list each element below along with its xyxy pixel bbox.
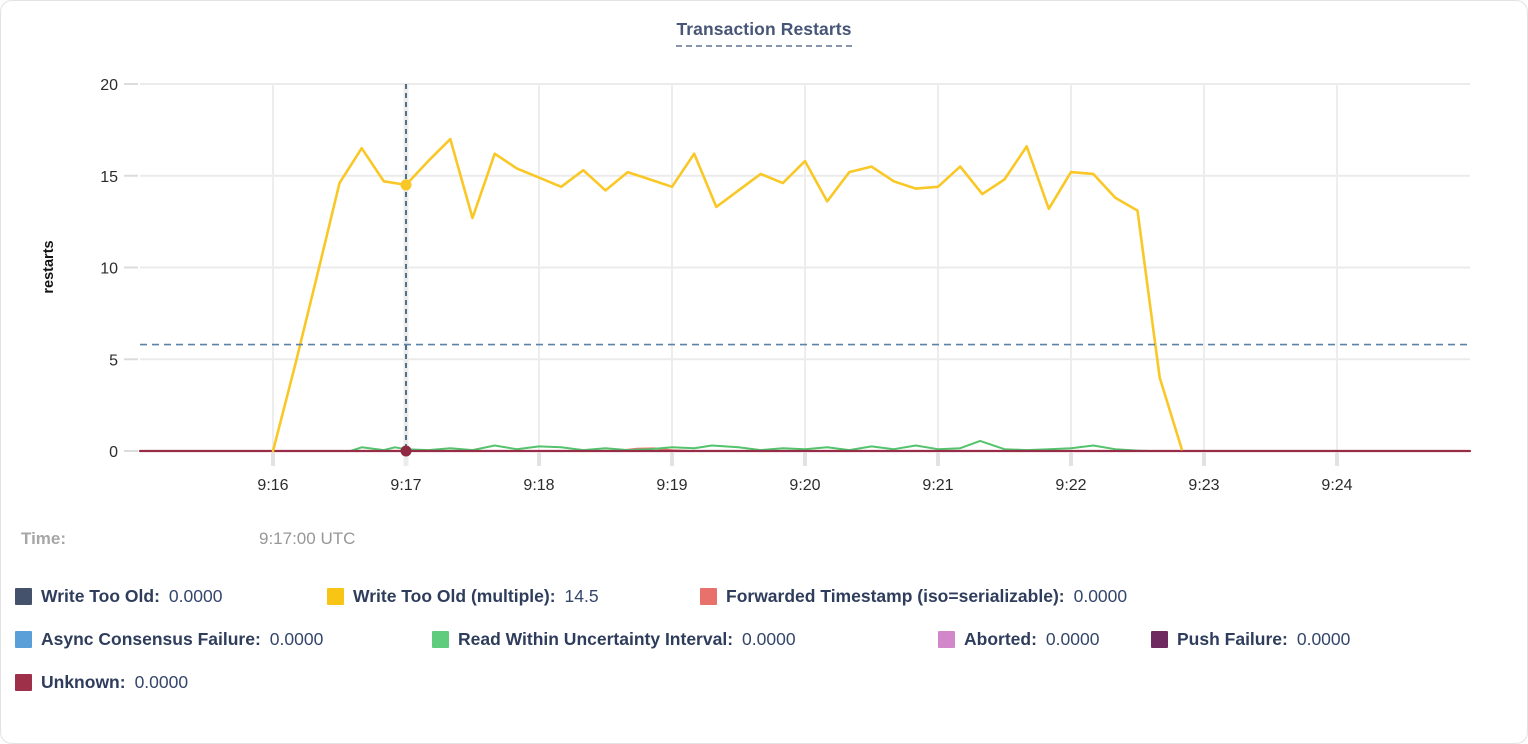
x-tick-label: 9:24 [1321,477,1352,494]
y-tick-label: 0 [109,444,118,461]
legend-swatch-read-within-uncertainty-interval [432,631,449,648]
restarts-chart[interactable]: 0 5 10 15 20 9:16 9:17 9:18 9:19 9:20 9:21 9:22 9:23… [1,1,1527,516]
legend-item-write-too-old: Write Too Old: 0.0000 [15,586,327,607]
legend-label: Async Consensus Failure: [41,629,261,649]
chart-title-wrap: Transaction Restarts [1,19,1527,47]
legend-swatch-write-too-old-multiple [327,588,344,605]
legend-row-3: Unknown: 0.0000 [15,672,1517,702]
hover-dot-write-too-old-multiple [400,179,412,191]
hover-dot-unknown [400,445,412,457]
legend-label: Write Too Old (multiple): [353,586,556,606]
legend-item-forwarded-timestamp-iso-serializable: Forwarded Timestamp (iso=serializable): 0… [700,586,1141,607]
x-tick-label: 9:20 [789,477,820,494]
x-tick-label: 9:16 [257,477,288,494]
legend-item-aborted: Aborted: 0.0000 [938,629,1151,650]
hover-time-label: Time: [21,529,67,548]
legend-swatch-push-failure [1151,631,1168,648]
legend-value: 0.0000 [269,629,324,649]
legend-item-async-consensus-failure: Async Consensus Failure: 0.0000 [15,629,432,650]
hover-time-value: 9:17:00 UTC [259,529,356,548]
legend-label: Aborted: [964,629,1037,649]
legend-swatch-write-too-old [15,588,32,605]
y-tick-label: 5 [109,352,118,369]
legend-value: 0.0000 [168,586,223,606]
legend-item-read-within-uncertainty-interval: Read Within Uncertainty Interval: 0.0000 [432,629,938,650]
chart-legend: Write Too Old: 0.0000 Write Too Old (multi… [15,586,1517,715]
series-read-within-uncertainty-interval-line [349,439,1150,452]
legend-swatch-unknown [15,674,32,691]
legend-label: Forwarded Timestamp (iso=serializable): [726,586,1065,606]
legend-value: 0.0000 [134,672,189,692]
y-tick-label: 20 [100,77,118,94]
legend-item-push-failure: Push Failure: 0.0000 [1151,629,1364,650]
legend-item-unknown: Unknown: 0.0000 [15,672,202,693]
x-tick-label: 9:23 [1188,477,1219,494]
legend-row-2: Async Consensus Failure: 0.0000 Read Withi… [15,629,1517,659]
legend-value: 0.0000 [742,629,796,649]
legend-swatch-aborted [938,631,955,648]
legend-value: 0.0000 [1073,586,1128,606]
legend-value: 0.0000 [1296,629,1351,649]
legend-label: Write Too Old: [41,586,160,606]
x-tick-label: 9:17 [390,477,421,494]
legend-label: Unknown: [41,672,126,692]
x-tick-label: 9:18 [523,477,554,494]
legend-value: 0.0000 [1045,629,1100,649]
legend-label: Read Within Uncertainty Interval: [458,629,734,649]
legend-item-write-too-old-multiple: Write Too Old (multiple): 14.5 [327,586,700,607]
x-tick-label: 9:22 [1055,477,1086,494]
y-axis-label: restarts [41,240,57,293]
y-tick-label: 15 [100,169,118,186]
hover-time-row: Time: 9:17:00 UTC [1,529,1527,553]
y-tick-label: 10 [100,261,118,278]
legend-label: Push Failure: [1177,629,1288,649]
legend-value: 14.5 [564,586,599,606]
series-write-too-old-multiple-line [271,137,1184,453]
chart-title: Transaction Restarts [676,19,852,47]
x-tick-label: 9:19 [656,477,687,494]
x-tick-label: 9:21 [922,477,953,494]
legend-row-1: Write Too Old: 0.0000 Write Too Old (multi… [15,586,1517,616]
legend-swatch-forwarded-timestamp-iso-serializable [700,588,717,605]
legend-swatch-async-consensus-failure [15,631,32,648]
